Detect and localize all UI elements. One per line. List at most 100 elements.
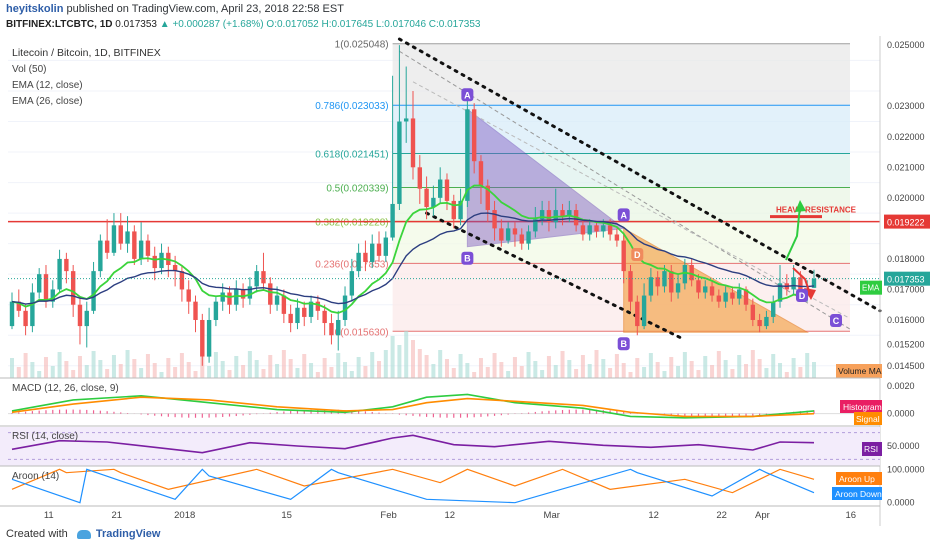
volume-bar — [648, 353, 653, 378]
candle-body — [349, 271, 355, 296]
time-tick: Feb — [380, 510, 396, 521]
volume-bar — [125, 350, 130, 378]
pattern-point-badge — [796, 289, 808, 302]
volume-bar — [805, 353, 810, 378]
candle-body — [16, 301, 21, 311]
volume-bar — [472, 372, 477, 378]
volume-bar — [159, 372, 164, 378]
volume-bar — [30, 362, 35, 378]
volume-bar — [757, 359, 762, 378]
volume-bar — [315, 372, 320, 378]
histogram-label: Histogram — [843, 402, 882, 412]
volume-bar — [458, 354, 463, 378]
volume-bar — [417, 349, 422, 378]
last-price: 0.017353 — [115, 19, 157, 30]
ema-12-line — [11, 184, 815, 314]
rsi-tick: 50.0000 — [887, 441, 920, 451]
fib-zone — [392, 153, 850, 188]
candle-body — [703, 286, 708, 293]
up-arrow-path — [785, 205, 801, 261]
volume-bar — [275, 364, 280, 378]
candle-body — [648, 277, 654, 296]
candle-body — [152, 255, 157, 269]
volume-ma-label: Volume MA — [838, 366, 882, 376]
volume-bar — [512, 357, 517, 378]
time-tick: 22 — [716, 510, 727, 521]
candle-body — [111, 225, 117, 253]
volume-bar — [383, 350, 388, 378]
pattern-point-badge — [631, 248, 644, 262]
volume-bar — [247, 351, 252, 378]
volume-bar — [370, 352, 375, 378]
candle-body — [23, 310, 28, 327]
ema-side-label: EMA — [862, 284, 880, 293]
candle-body — [179, 271, 185, 290]
candle-body — [723, 292, 728, 302]
volume-bar — [689, 361, 694, 378]
time-tick: 12 — [648, 510, 659, 521]
volume-bar — [16, 367, 21, 378]
fib-label: 0(0.015630) — [335, 327, 389, 338]
volume-bar — [669, 357, 674, 378]
candle-body — [696, 280, 701, 293]
candle-body — [30, 292, 35, 327]
volume-bar — [261, 369, 266, 378]
candle-body — [220, 292, 225, 302]
volume-bar — [587, 364, 592, 378]
volume-bar — [553, 365, 558, 378]
candle-body — [580, 225, 586, 235]
volume-bar — [737, 355, 742, 378]
volume-bar — [23, 353, 28, 378]
volume-bar — [329, 367, 334, 378]
volume-bar — [614, 354, 619, 378]
price-tick: 0.019222 — [887, 218, 925, 228]
author-link[interactable]: heyitskolin — [6, 3, 64, 15]
publish-line: heyitskolin published on TradingView.com… — [6, 3, 344, 15]
candle-body — [675, 283, 681, 293]
candle-body — [546, 210, 552, 223]
volume-bar — [451, 368, 456, 378]
rsi-side-label: RSI — [864, 444, 878, 454]
volume-bar — [220, 361, 225, 378]
pattern-point-badge — [617, 337, 630, 351]
volume-bar — [132, 359, 137, 378]
chart-canvas[interactable]: 1(0.025048) 0.786(0.023033) 0.618(0.021451… — [0, 36, 932, 526]
macd-tick: 0.0000 — [887, 409, 915, 419]
candle-body — [669, 271, 674, 293]
candle-body — [213, 301, 219, 320]
candle-body — [98, 240, 103, 272]
candle-body — [172, 265, 178, 272]
candle-body — [526, 231, 531, 244]
volume-bar — [288, 359, 293, 378]
aroon-tick: 100.0000 — [887, 464, 925, 474]
candle-body — [193, 301, 198, 320]
candle-body — [431, 197, 436, 207]
price-tick: 0.018000 — [887, 254, 925, 264]
candle-body — [315, 301, 321, 311]
candle-body — [43, 274, 49, 302]
aroon-tick: 0.0000 — [887, 498, 915, 508]
volume-bar — [84, 365, 89, 378]
candle-body — [811, 278, 817, 288]
symbol-label: BITFINEX:LTCBTC, 1D — [6, 19, 113, 30]
volume-bar — [309, 363, 314, 378]
volume-bar — [377, 361, 382, 378]
candle-body — [533, 219, 538, 232]
tradingview-brand[interactable]: TradingView — [95, 528, 161, 540]
histogram-tag — [840, 400, 882, 413]
candle-body — [84, 310, 89, 327]
candle-body — [662, 271, 667, 287]
fib-label: 0.618(0.021451) — [315, 150, 388, 161]
aroon-up-label: Aroon Up — [839, 474, 875, 484]
time-tick: Mar — [544, 510, 560, 521]
volume-bar — [533, 361, 538, 378]
candle-body — [499, 228, 504, 241]
volume-bar — [798, 367, 803, 378]
ohlc-values: O:0.017052 H:0.017645 L:0.017046 C:0.017… — [266, 19, 481, 30]
volume-bar — [390, 336, 395, 378]
volume-bar — [764, 368, 769, 378]
fib-zone — [392, 105, 850, 154]
volume-bar — [540, 370, 545, 378]
candle-body — [77, 304, 83, 327]
